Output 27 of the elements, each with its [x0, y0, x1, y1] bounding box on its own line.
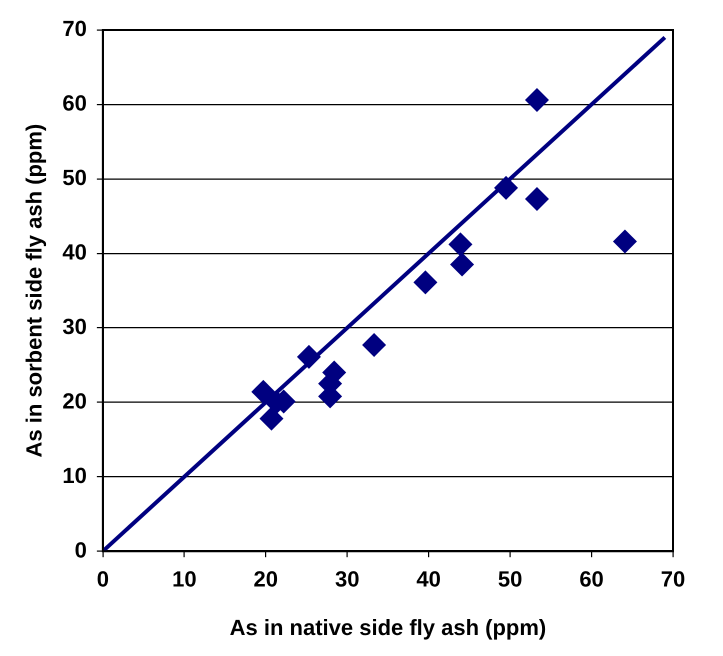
- y-tick-label: 0: [74, 537, 87, 562]
- x-tick-label: 60: [579, 566, 604, 592]
- y-tick-label: 40: [62, 239, 87, 264]
- y-tick-label: 20: [62, 388, 87, 414]
- point: [413, 270, 438, 294]
- x-tick-label: 0: [96, 566, 109, 592]
- y-tick-label: 10: [62, 462, 87, 488]
- point: [448, 232, 472, 256]
- y-axis-title: As in sorbent side fly ash (ppm): [21, 124, 46, 458]
- x-tick-label: 70: [660, 566, 686, 592]
- x-axis-title: As in native side fly ash (ppm): [230, 614, 546, 640]
- point: [524, 187, 549, 212]
- x-tick-label: 40: [416, 566, 441, 592]
- y-tick-label: 60: [62, 90, 87, 116]
- point: [524, 88, 549, 112]
- x-tick-label: 50: [498, 566, 522, 592]
- x-tick-label: 10: [172, 566, 197, 592]
- y-tick-label: 50: [62, 164, 87, 190]
- y-tick-label: 70: [62, 16, 87, 42]
- point: [612, 229, 637, 254]
- x-tick-label: 20: [254, 566, 278, 592]
- x-tick-label: 30: [334, 566, 360, 592]
- point: [259, 406, 284, 431]
- point: [362, 332, 386, 357]
- point: [251, 380, 276, 404]
- point: [450, 252, 474, 277]
- y-tick-label: 30: [62, 314, 87, 339]
